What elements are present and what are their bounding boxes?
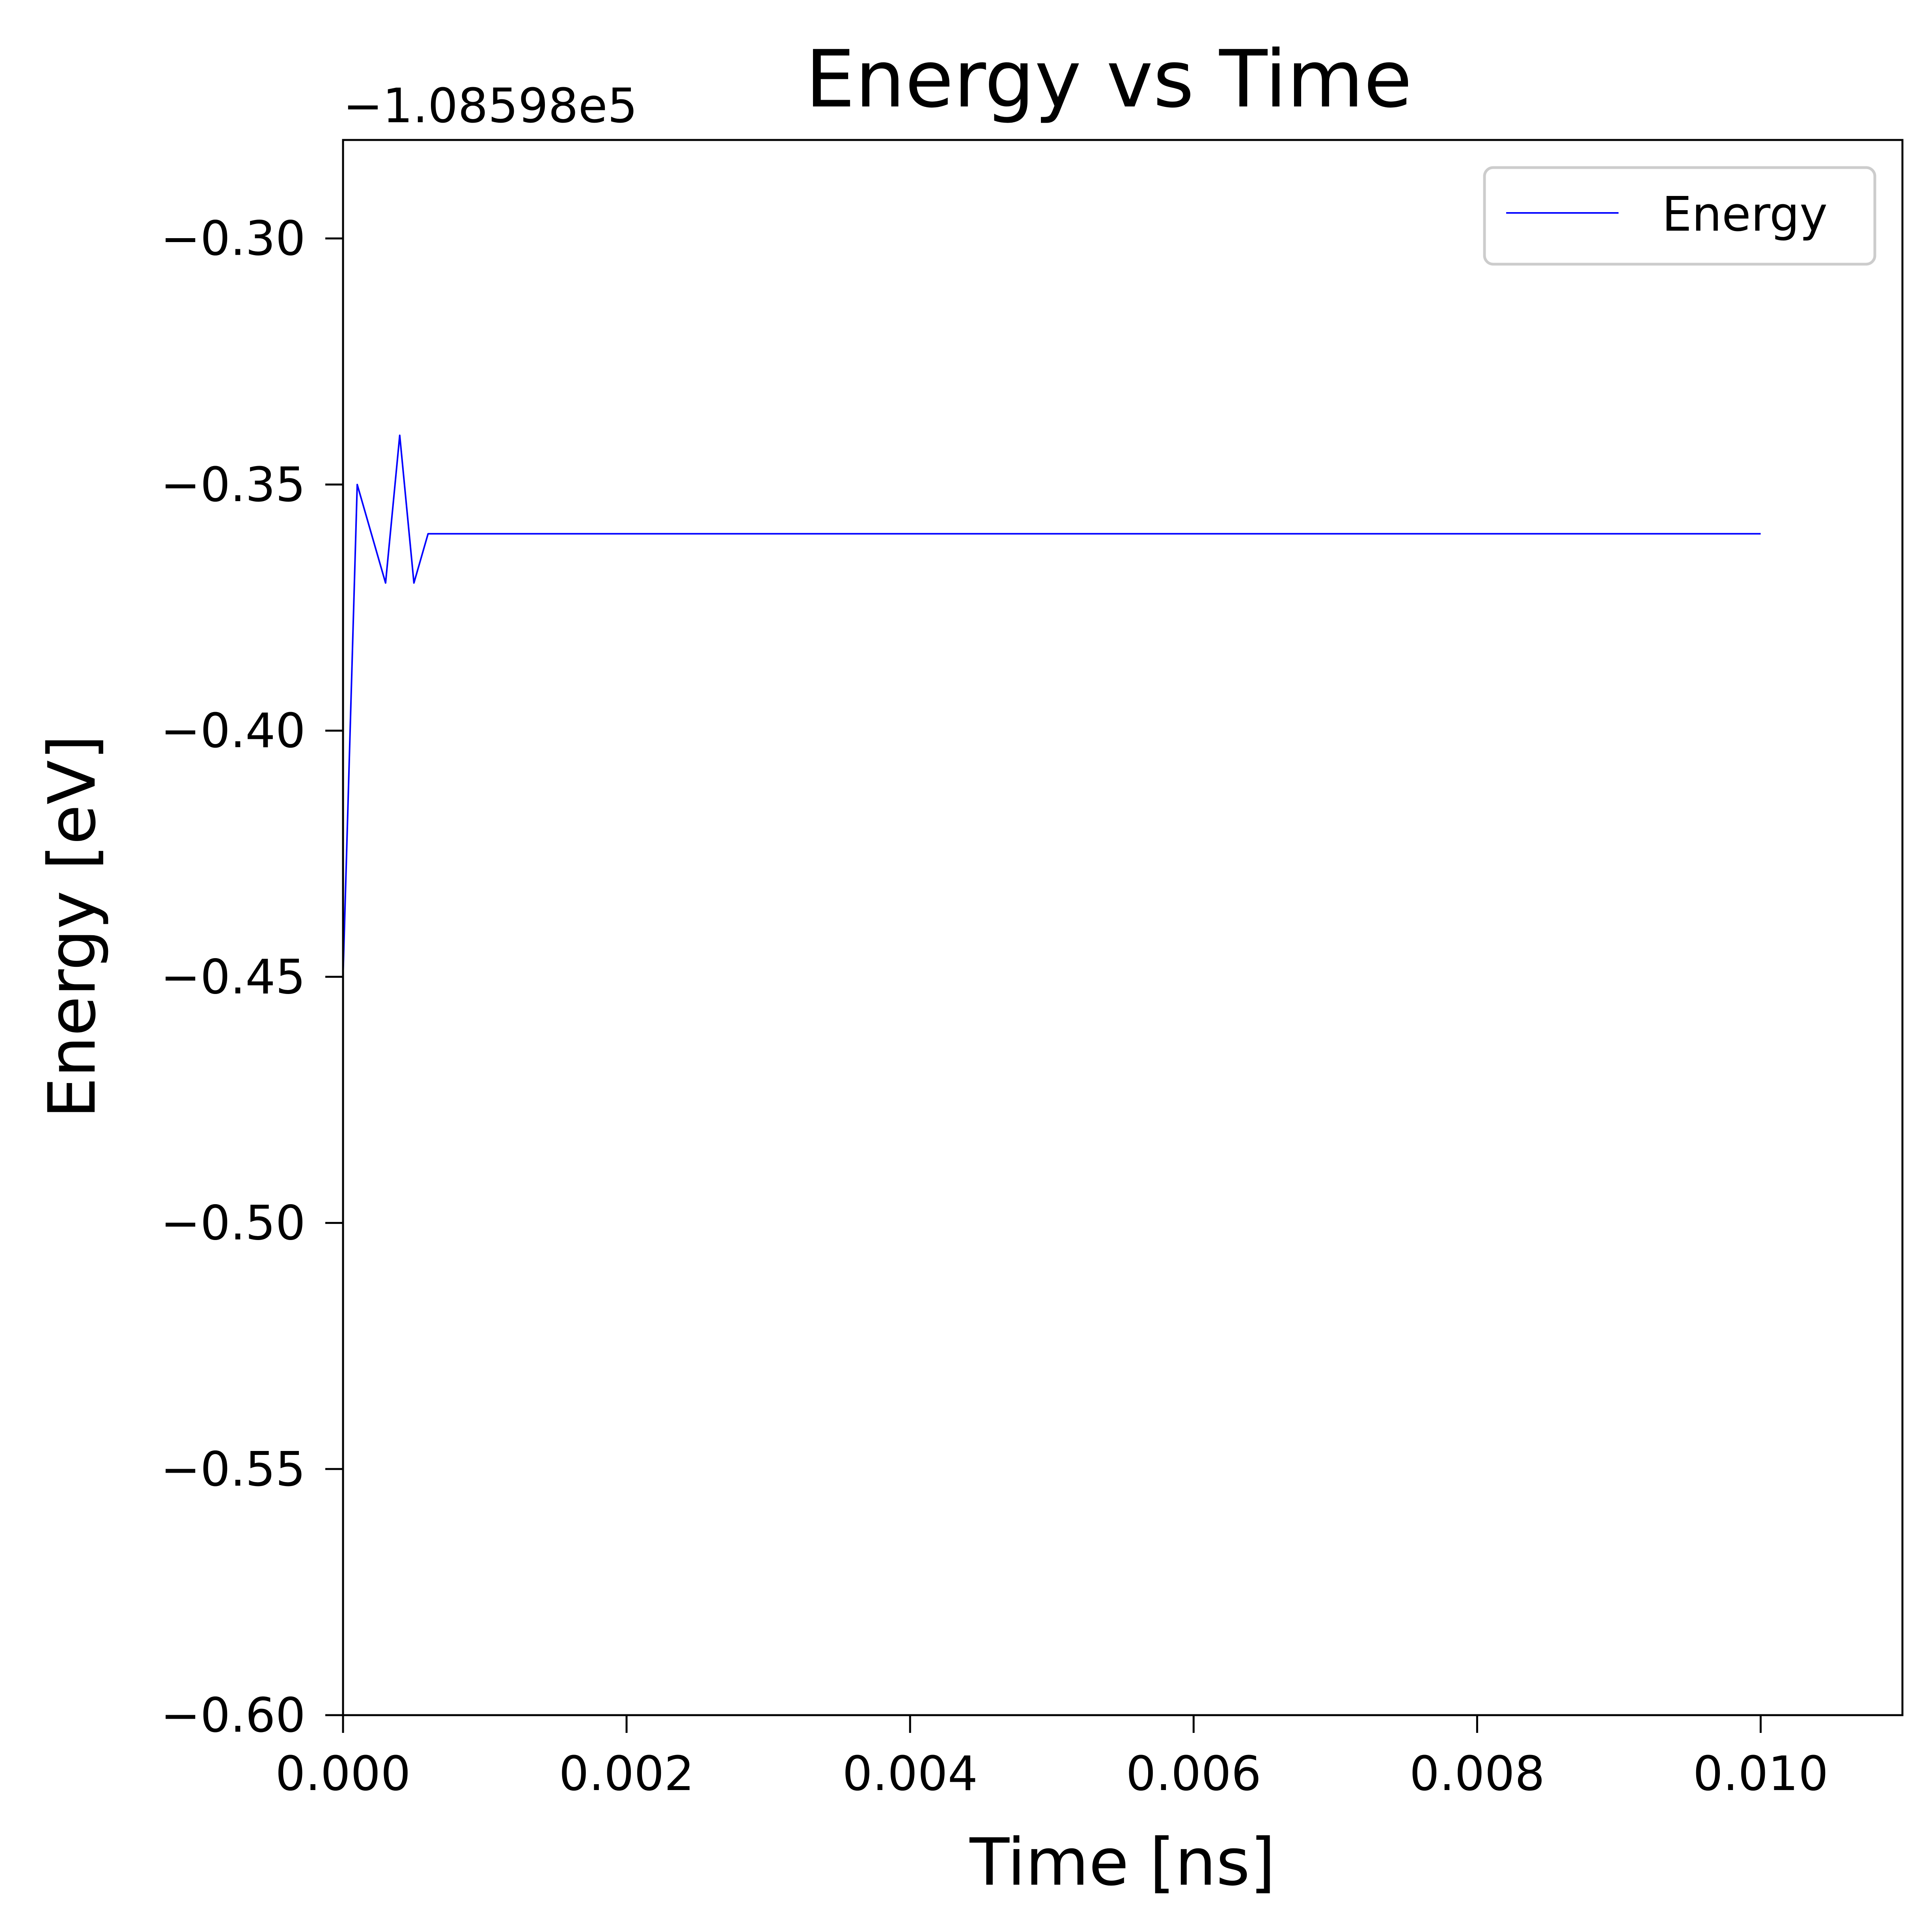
y-tick-label: −0.60 (160, 1688, 306, 1743)
x-axis-label: Time [ns] (969, 1824, 1276, 1900)
chart-title: Energy vs Time (805, 34, 1412, 125)
x-tick-label: 0.010 (1693, 1747, 1829, 1801)
legend: Energy (1483, 166, 1876, 266)
series-layer (342, 435, 1761, 977)
x-tick-label: 0.004 (842, 1747, 978, 1801)
y-tick-label: −0.55 (160, 1442, 306, 1497)
legend-label-energy: Energy (1662, 187, 1828, 242)
y-tick-label: −0.30 (160, 212, 306, 267)
x-tick-label: 0.002 (559, 1747, 694, 1801)
series-line-energy (342, 435, 1761, 977)
legend-frame (1483, 166, 1876, 266)
ticks-layer: 0.000 0.002 0.004 0.006 0.008 0.010 −0.60 −0.55… (160, 212, 1828, 1801)
y-tick-label: −0.45 (160, 950, 306, 1005)
y-axis-offset-label: −1.08598e5 (343, 79, 638, 134)
y-tick-label: −0.40 (160, 704, 306, 759)
y-tick-label: −0.35 (160, 458, 306, 513)
y-tick-label: −0.50 (160, 1196, 306, 1251)
x-tick-label: 0.008 (1410, 1747, 1545, 1801)
y-axis-label: Energy [eV] (34, 735, 110, 1118)
x-tick-label: 0.000 (275, 1747, 411, 1801)
plot-area-frame (342, 139, 1904, 1716)
x-tick-label: 0.006 (1126, 1747, 1261, 1801)
